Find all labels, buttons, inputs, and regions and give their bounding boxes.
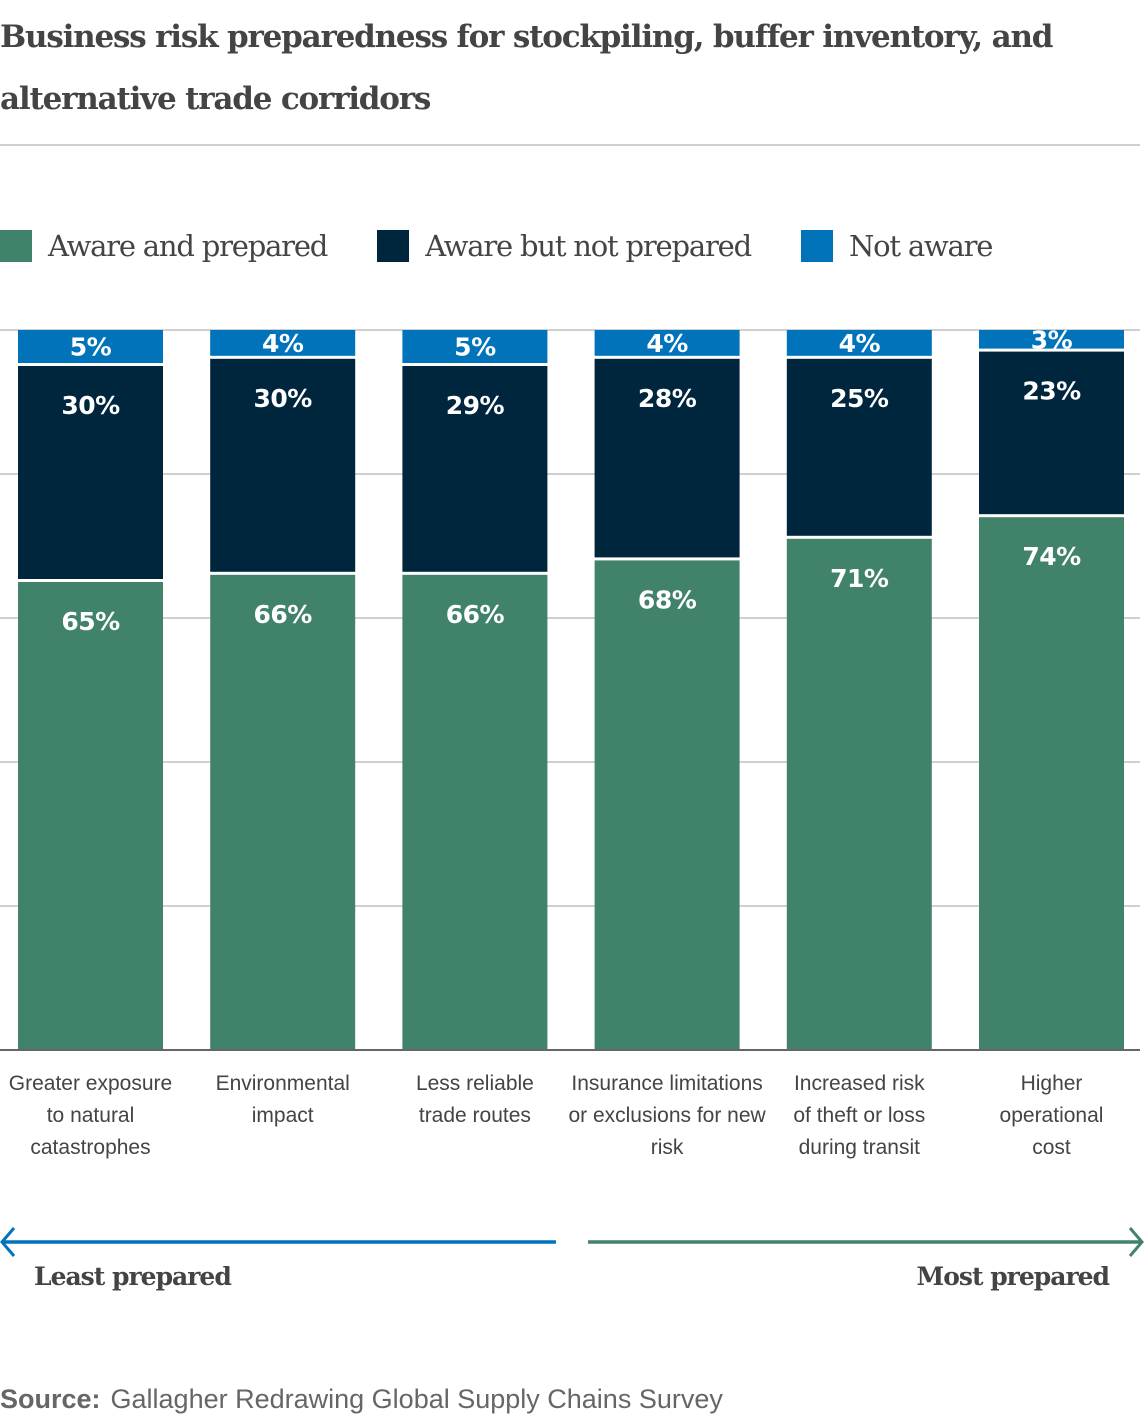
- bar-value-label: 74%: [1022, 542, 1081, 571]
- bar-segment-aware-and-prepared: [402, 574, 548, 1050]
- source-label: Source:: [0, 1384, 101, 1414]
- bar-segment-aware-but-not-prepared: [18, 366, 163, 579]
- chart-title-line-1: Business risk preparedness for stockpili…: [0, 19, 1053, 55]
- source-text: Gallagher Redrawing Global Supply Chains…: [110, 1384, 723, 1414]
- bar-value-label: 65%: [61, 607, 120, 636]
- legend-item-not-aware: Not aware: [800, 229, 994, 263]
- category-label: Environmental impact: [216, 1072, 350, 1127]
- bar-value-label: 4%: [839, 329, 881, 358]
- bar-segment-aware-and-prepared: [786, 538, 932, 1050]
- bar-segment-aware-but-not-prepared: [210, 358, 356, 572]
- bar-value-label: 3%: [1031, 325, 1073, 354]
- category-label: Insurance limitations or exclusions for n…: [568, 1072, 766, 1159]
- bar-segment-not-aware: [210, 330, 356, 356]
- bar-value-labels: 65% 30% 5% 66% 30% 4% 66% 29% 5% 68% 28% 4% 71% 25% 4%…: [61, 325, 1081, 636]
- bar-segment-not-aware: [594, 330, 740, 356]
- legend-label: Aware but not prepared: [425, 229, 752, 263]
- bars: [18, 330, 1124, 1050]
- bar-segment-not-aware: [786, 330, 932, 356]
- least-prepared-label: Least prepared: [34, 1262, 232, 1291]
- category-labels: Greater exposure to natural catastrophes En…: [9, 1072, 1104, 1159]
- bar-value-label: 5%: [70, 333, 112, 362]
- legend-swatch-not-aware: [800, 230, 833, 262]
- bar-segment-aware-and-prepared: [594, 560, 740, 1050]
- bar-value-label: 30%: [61, 391, 120, 420]
- chart-title: Business risk preparedness for stockpili…: [0, 6, 1130, 130]
- legend-item-aware-and-prepared: Aware and prepared: [0, 229, 328, 263]
- bar-value-label: 23%: [1022, 377, 1081, 406]
- bar-segment-not-aware: [402, 330, 548, 363]
- legend-swatch-aware-but-not-prepared: [377, 230, 410, 262]
- bar-segment-aware-but-not-prepared: [979, 351, 1124, 515]
- bar-segment-aware-but-not-prepared: [594, 358, 740, 558]
- bar-segment-aware-but-not-prepared: [786, 358, 932, 536]
- category-label: Higher operational cost: [1000, 1072, 1104, 1159]
- bar-value-label: 30%: [254, 384, 313, 413]
- bar-segment-aware-but-not-prepared: [402, 366, 548, 572]
- bar-segment-not-aware: [979, 330, 1124, 349]
- legend-label: Aware and prepared: [48, 229, 328, 263]
- legend: Aware and prepared Aware but not prepare…: [0, 226, 1042, 266]
- category-label: Increased risk of theft or loss during tra…: [793, 1072, 925, 1159]
- bar-segment-aware-and-prepared: [979, 517, 1124, 1050]
- bar-value-label: 4%: [646, 329, 688, 358]
- bar-segment-aware-and-prepared: [18, 582, 163, 1050]
- most-prepared-arrow: [588, 1227, 1144, 1257]
- category-label: Greater exposure to natural catastrophes: [9, 1072, 172, 1159]
- most-prepared-label: Most prepared: [916, 1262, 1110, 1291]
- least-prepared-arrow: [0, 1227, 556, 1257]
- bar-value-label: 66%: [254, 600, 313, 629]
- bar-value-label: 4%: [262, 329, 304, 358]
- bar-value-label: 71%: [830, 564, 889, 593]
- bar-value-label: 5%: [454, 333, 496, 362]
- legend-item-aware-but-not-prepared: Aware but not prepared: [377, 229, 752, 263]
- legend-swatch-aware-and-prepared: [0, 230, 32, 262]
- bar-value-label: 66%: [446, 600, 505, 629]
- bar-segment-not-aware: [18, 330, 163, 363]
- gridlines: [0, 329, 1140, 907]
- category-label: Less reliable trade routes: [416, 1072, 534, 1127]
- bar-value-label: 28%: [638, 384, 697, 413]
- source-note: Source: Gallagher Redrawing Global Supply…: [0, 1384, 723, 1415]
- chart-title-line-2: alternative trade corridors: [0, 81, 431, 117]
- bar-segment-aware-and-prepared: [210, 574, 356, 1050]
- bar-value-label: 25%: [830, 384, 889, 413]
- legend-label: Not aware: [848, 229, 994, 263]
- bar-value-label: 68%: [638, 585, 697, 614]
- bar-value-label: 29%: [446, 391, 505, 420]
- title-divider: [0, 144, 1140, 146]
